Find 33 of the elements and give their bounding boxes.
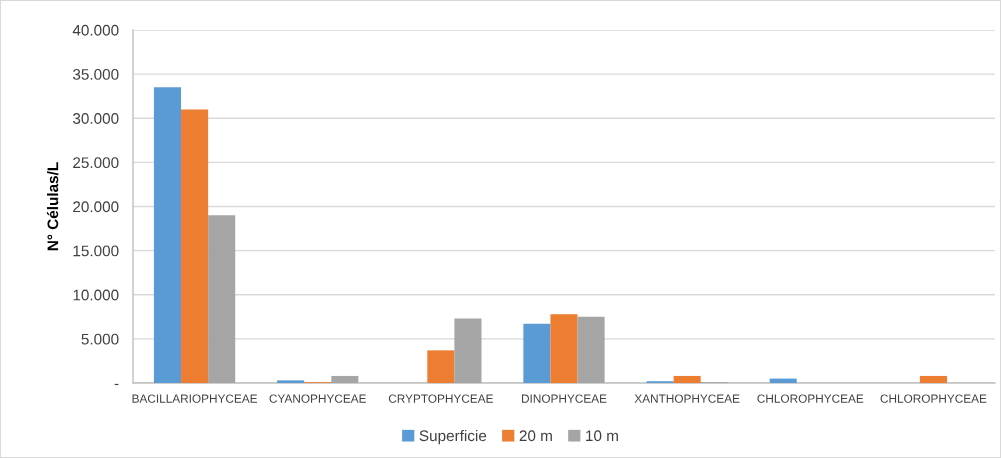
bar: [153, 87, 182, 383]
y-tick-label: 20.000: [73, 201, 119, 213]
bar: [277, 380, 305, 383]
bar: [919, 375, 947, 383]
bar: [331, 375, 359, 383]
bar: [577, 316, 605, 383]
x-tick-label: CYANOPHYCEAE: [269, 394, 366, 403]
y-tick-label: 15.000: [73, 245, 119, 257]
legend-label: 20 m: [519, 430, 552, 442]
x-tick-label: CHLOROPHYCEAE: [880, 394, 987, 403]
y-tick-label: 30.000: [72, 113, 119, 124]
x-tick-label: DINOPHYCEAE: [522, 394, 607, 403]
bar: [769, 378, 797, 383]
y-tick-label: 10.000: [73, 289, 119, 301]
bar: [550, 314, 578, 383]
x-tick-label: CHLOROPHYCEAE: [757, 394, 864, 403]
legend-label: Superficie: [419, 429, 487, 445]
bar: [523, 323, 551, 383]
legend-label: 10 m: [586, 430, 618, 442]
x-tick-label: XANTHOPHYCEAE: [634, 394, 740, 403]
x-tick-label: CRYPTOPHYCEAE: [388, 394, 493, 403]
bar: [208, 215, 236, 383]
bar: [454, 318, 482, 383]
y-axis-title: N° Células/L: [46, 162, 59, 251]
y-tick-label: 5.000: [81, 333, 119, 345]
bar: [427, 350, 455, 383]
y-tick-label: -: [114, 383, 119, 386]
y-tick-label: 40.000: [72, 24, 119, 36]
y-tick-label: 35.000: [72, 68, 119, 80]
x-tick-label: BACILLARIOPHYCEAE: [132, 394, 258, 403]
bar: [181, 109, 209, 383]
y-tick-label: 25.000: [73, 157, 119, 169]
bar: [673, 375, 701, 383]
